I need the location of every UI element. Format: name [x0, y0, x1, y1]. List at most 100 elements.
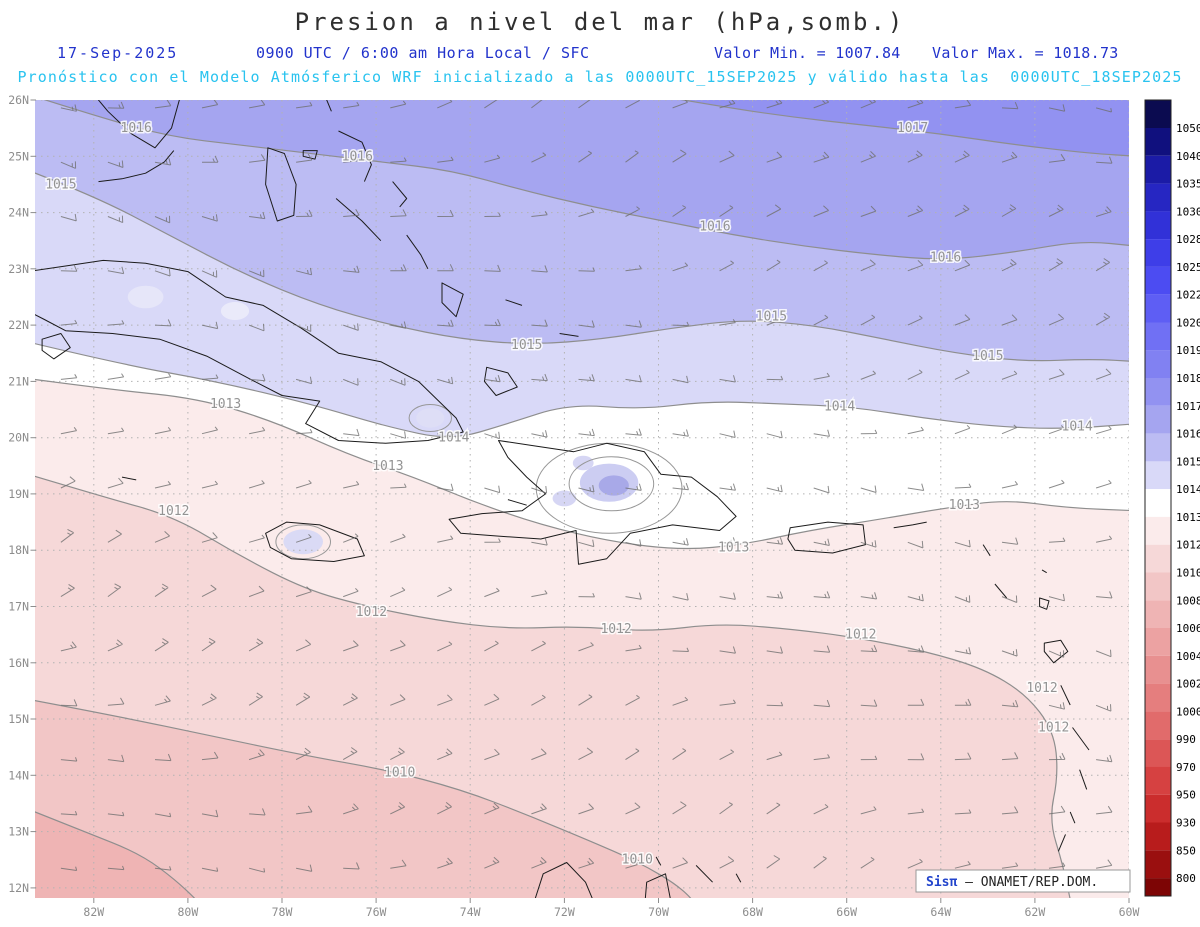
coastline-cat-island	[392, 181, 408, 208]
pressure-map-svg: 1010 1010 1012 1012 1012 1012 1012 1012 1013 1013…	[8, 93, 1200, 919]
contour-labels: 1010 1010 1012 1012 1012 1012 1012 1012 1013 1013…	[44, 120, 1095, 870]
lat-label: 23N	[8, 262, 29, 276]
coastline-bonaire	[735, 873, 742, 883]
colorbar-label: 1030	[1176, 205, 1200, 218]
lat-label: 22N	[8, 318, 29, 332]
coastline-barbuda	[1041, 569, 1047, 574]
colorbar-label: 1014	[1176, 483, 1200, 496]
colorbar-segment	[1145, 155, 1171, 184]
watermark: Sisπ – ONAMET/REP.DOM.	[915, 869, 1131, 893]
colorbar-label: 1000	[1176, 705, 1200, 718]
colorbar-label: 1050	[1176, 122, 1200, 135]
run-date: 17-Sep-2025	[57, 44, 179, 62]
coastline-st-kitts	[994, 583, 1008, 599]
lon-label: 78W	[272, 905, 293, 919]
svg-text:1013: 1013	[718, 540, 749, 555]
lat-label: 26N	[8, 93, 29, 107]
colorbar-label: 1006	[1176, 622, 1200, 635]
colorbar-label: 800	[1176, 872, 1196, 885]
svg-text:1012: 1012	[1026, 681, 1057, 696]
svg-text:1010: 1010	[622, 853, 653, 868]
colorbar-label: 1018	[1176, 372, 1200, 385]
coastline-st-vincent	[1069, 811, 1076, 824]
colorbar-segment	[1145, 739, 1171, 767]
coastlines	[35, 100, 1090, 898]
lon-label: 80W	[178, 905, 199, 919]
svg-text:1014: 1014	[438, 431, 469, 446]
valid-time: 0900 UTC / 6:00 am Hora Local / SFC	[256, 44, 590, 62]
colorbar-label: 950	[1176, 789, 1196, 802]
colorbar-segment	[1145, 239, 1171, 267]
colorbar-segment	[1145, 294, 1171, 323]
coastline-dominica	[1060, 685, 1071, 706]
lat-label: 14N	[8, 768, 29, 782]
chart-title: Presion a nivel del mar (hPa,somb.)	[294, 8, 906, 36]
svg-text:1012: 1012	[158, 504, 189, 519]
coastline-florida-tip	[97, 100, 180, 149]
lat-label: 16N	[8, 656, 29, 670]
colorbar: 1050 1040 1035 1030 1028 1025 1022 1020 1019 1018…	[1144, 99, 1200, 897]
wind-barbs	[60, 100, 1113, 873]
coastline-curacao	[695, 865, 713, 883]
colorbar-label: 1020	[1176, 317, 1200, 330]
colorbar-segment	[1145, 489, 1171, 517]
svg-text:1015: 1015	[756, 310, 787, 325]
svg-text:1012: 1012	[600, 622, 631, 637]
svg-text:1013: 1013	[210, 397, 241, 412]
colorbar-label: 1035	[1176, 178, 1200, 191]
lat-label: 13N	[8, 825, 29, 839]
lat-label: 21N	[8, 374, 29, 388]
pressure-bands	[35, 100, 1129, 898]
svg-text:1015: 1015	[972, 349, 1003, 364]
lon-label: 64W	[930, 905, 951, 919]
lat-label: 18N	[8, 543, 29, 557]
lon-label: 74W	[460, 905, 481, 919]
lat-label: 15N	[8, 712, 29, 726]
coastline-virgin-islands	[893, 521, 927, 529]
colorbar-label: 990	[1176, 733, 1196, 746]
colorbar-segment	[1145, 766, 1171, 795]
lon-label: 82W	[83, 905, 104, 919]
lat-label: 19N	[8, 487, 29, 501]
coastline-cuba	[35, 259, 464, 444]
colorbar-label: 1028	[1176, 233, 1200, 246]
coastline-long-island	[406, 234, 429, 270]
map-canvas: 1010 1010 1012 1012 1012 1012 1012 1012 1013 1013…	[35, 100, 1129, 898]
contour-lines	[35, 100, 1129, 898]
coastline-exumas	[335, 198, 382, 242]
colorbar-segment	[1145, 211, 1171, 240]
coastline-jamaica	[265, 521, 365, 562]
coastline-guadeloupe	[1043, 639, 1069, 664]
coastline-st-lucia	[1079, 769, 1088, 790]
colorbar-label: 1015	[1176, 455, 1200, 468]
colorbar-label: 1017	[1176, 400, 1200, 413]
svg-text:1015: 1015	[511, 338, 542, 353]
lat-label: 24N	[8, 206, 29, 220]
coastline-martinique	[1072, 727, 1090, 751]
colorbar-segment	[1145, 683, 1171, 712]
colorbar-label: 1004	[1176, 650, 1200, 663]
coastline-gonave	[507, 499, 527, 506]
colorbar-segment	[1145, 572, 1171, 601]
colorbar-label: 1002	[1176, 678, 1200, 691]
colorbar-frame	[1144, 99, 1172, 897]
svg-text:1012: 1012	[1038, 721, 1069, 736]
lon-label: 70W	[648, 905, 669, 919]
svg-text:1016: 1016	[930, 251, 961, 266]
colorbar-segment	[1145, 461, 1171, 490]
lon-label: 72W	[554, 905, 575, 919]
svg-text:1014: 1014	[824, 400, 855, 415]
colorbar-segment	[1145, 405, 1171, 434]
svg-text:1016: 1016	[699, 220, 730, 235]
colorbar-segment	[1145, 711, 1171, 740]
colorbar-segment	[1145, 128, 1171, 156]
lon-label: 68W	[742, 905, 763, 919]
svg-text:1016: 1016	[342, 149, 373, 164]
coastline-hispaniola	[448, 440, 737, 565]
coastline-puerto-rico	[787, 521, 866, 554]
lat-label: 25N	[8, 149, 29, 163]
coastline-isla-juventud	[41, 333, 71, 360]
colorbar-label: 970	[1176, 761, 1196, 774]
watermark-box	[915, 869, 1131, 893]
colorbar-segment	[1145, 655, 1171, 684]
